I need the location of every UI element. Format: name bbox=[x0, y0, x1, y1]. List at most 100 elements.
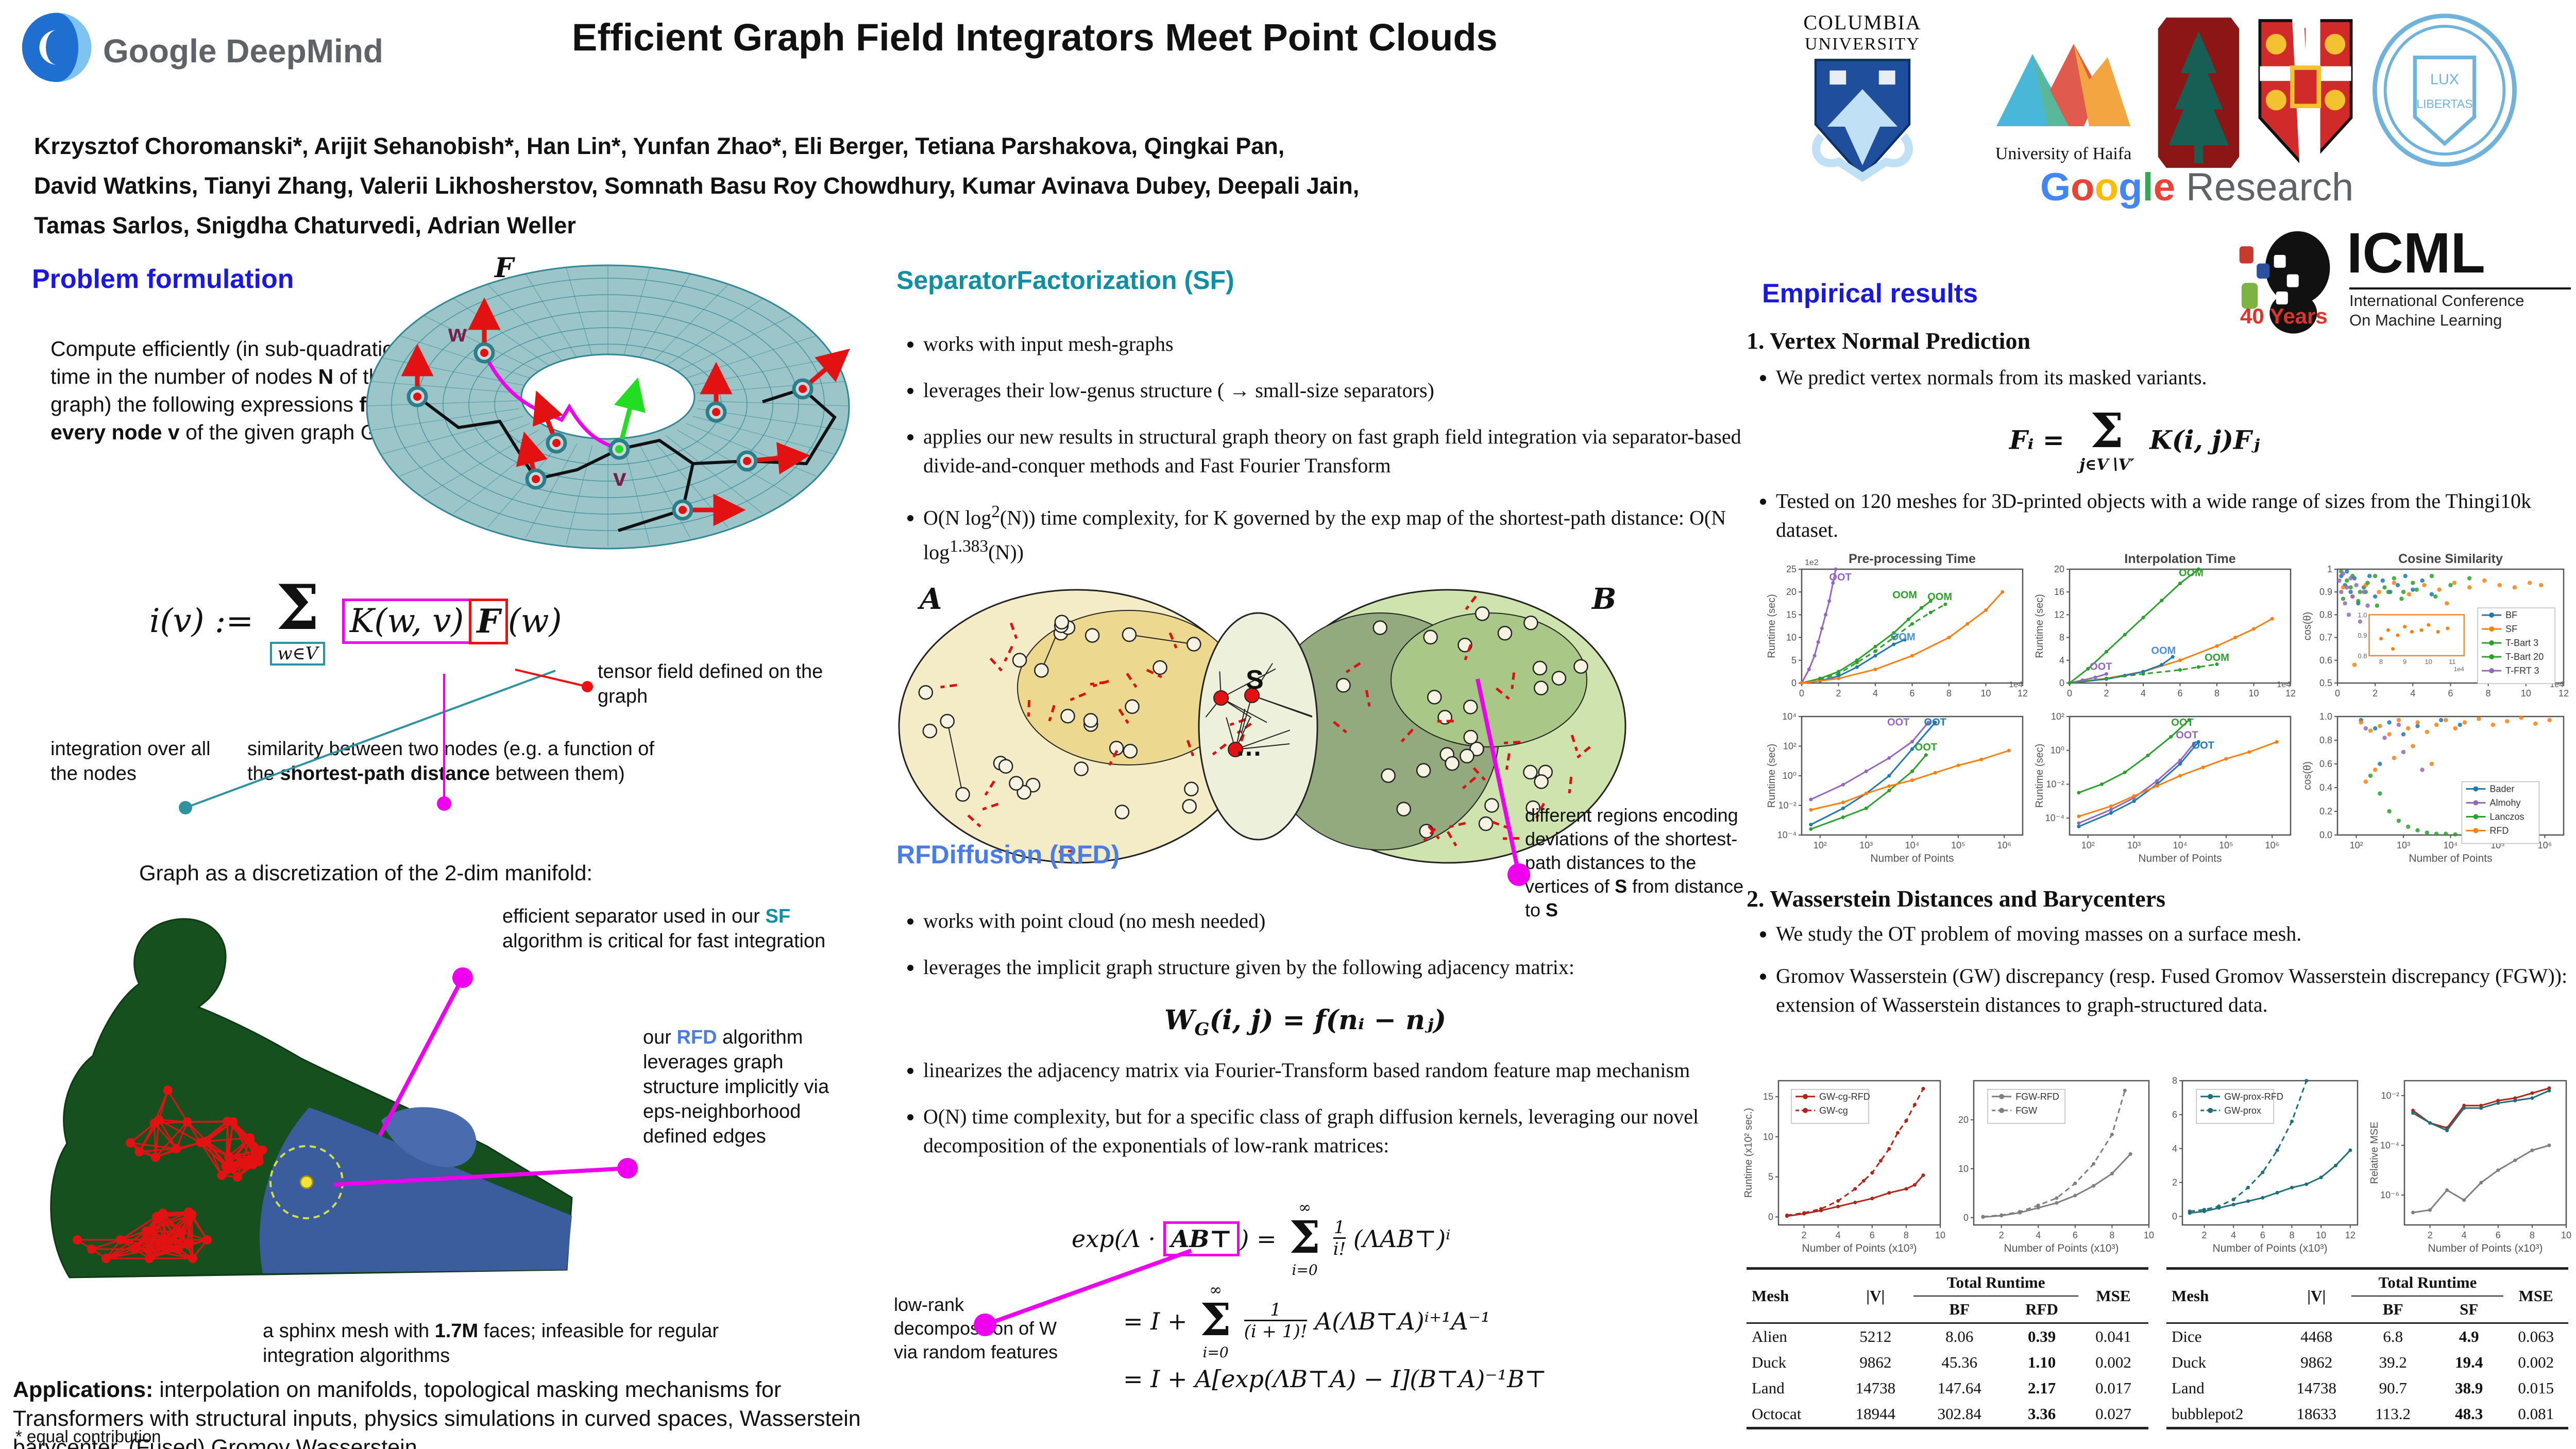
graph-discretization-caption: Graph as a discretization of the 2-dim m… bbox=[139, 861, 593, 885]
svg-text:OOT: OOT bbox=[2176, 730, 2198, 741]
vertex-bullet-2: Tested on 120 meshes for 3D-printed obje… bbox=[1776, 487, 2576, 544]
authors-line1: Krzysztof Choromanski*, Arijit Sehanobis… bbox=[34, 133, 1285, 159]
svg-text:8: 8 bbox=[2172, 1076, 2177, 1086]
svg-text:Number of Points: Number of Points bbox=[2409, 853, 2492, 864]
svg-text:10: 10 bbox=[2521, 688, 2531, 698]
svg-text:4: 4 bbox=[1873, 688, 1878, 698]
svg-text:1e2: 1e2 bbox=[1805, 558, 1819, 567]
svg-text:FGW-RFD: FGW-RFD bbox=[2015, 1092, 2059, 1102]
svg-text:8: 8 bbox=[2214, 688, 2219, 698]
svg-text:Number of Points (x10³): Number of Points (x10³) bbox=[2004, 1242, 2119, 1254]
sphinx-caption: a sphinx mesh with 1.7M faces; infeasibl… bbox=[263, 1319, 773, 1368]
columbia-logo-text1: COLUMBIA bbox=[1803, 11, 1922, 34]
svg-text:4: 4 bbox=[2462, 1230, 2467, 1240]
svg-text:OOT: OOT bbox=[1829, 572, 1851, 583]
cambridge-logo-icon bbox=[2258, 13, 2353, 174]
vertex-bullet-1: We predict vertex normals from its maske… bbox=[1776, 363, 2576, 392]
svg-text:10⁴: 10⁴ bbox=[2444, 840, 2458, 850]
svg-text:Cosine Similarity: Cosine Similarity bbox=[2398, 552, 2503, 566]
svg-text:4: 4 bbox=[1836, 1230, 1841, 1240]
svg-text:0: 0 bbox=[1768, 1212, 1773, 1222]
svg-text:Lanczos: Lanczos bbox=[2489, 812, 2524, 822]
rfd-bullet-2: leverages the implicit graph structure g… bbox=[923, 953, 1758, 982]
vertex-sum-bot: j∈V∖V′ bbox=[2079, 456, 2134, 474]
svg-text:OOM: OOM bbox=[1891, 632, 1916, 643]
google-letter: o bbox=[2071, 165, 2095, 209]
svg-text:4: 4 bbox=[2172, 1144, 2177, 1154]
svg-text:2: 2 bbox=[1836, 688, 1841, 698]
icml-40years-text: 40 Years bbox=[2240, 304, 2328, 328]
svg-text:20: 20 bbox=[1786, 587, 1797, 597]
svg-text:OOM: OOM bbox=[2151, 645, 2176, 657]
svg-text:10³: 10³ bbox=[2397, 840, 2410, 850]
svg-text:6: 6 bbox=[1909, 688, 1914, 698]
wasserstein-title: 2. Wasserstein Distances and Barycenters bbox=[1747, 885, 2166, 912]
svg-text:0: 0 bbox=[1799, 688, 1804, 698]
torus-label-F: F bbox=[495, 252, 514, 284]
rfd-bullet-4: O(N) time complexity, but for a specific… bbox=[923, 1102, 1758, 1160]
svg-text:OOT: OOT bbox=[1924, 717, 1946, 728]
svg-text:1.0: 1.0 bbox=[2358, 611, 2367, 619]
vertex-formula-tail: K(i, j)Fⱼ bbox=[2149, 424, 2260, 455]
integration-formula: i(v) := Σ w∈V K(w, v) F (w) bbox=[149, 577, 562, 666]
icml-logo: ICML International Conference On Machine… bbox=[2231, 221, 2571, 335]
svg-text:8: 8 bbox=[2059, 633, 2064, 643]
sf-note-sf: SF bbox=[765, 906, 791, 927]
torus-label-w: w bbox=[448, 320, 467, 347]
venn-annotation: different regions encoding deviations of… bbox=[1525, 804, 1747, 922]
chart-gw-cg: 2 4 6 8 10 0 5 10 15 Runtime (x10² sec.) Number of… bbox=[1741, 1071, 1947, 1257]
svg-text:Number of Points (x10³): Number of Points (x10³) bbox=[2213, 1242, 2328, 1254]
svg-text:GW-prox-RFD: GW-prox-RFD bbox=[2224, 1092, 2283, 1102]
svg-text:0: 0 bbox=[2172, 1212, 2177, 1222]
adjacency-W: W bbox=[1164, 1004, 1195, 1036]
svg-text:Number of Points (x10³): Number of Points (x10³) bbox=[1802, 1242, 1917, 1254]
svg-text:OOT: OOT bbox=[2090, 661, 2112, 673]
table-header-bf: BF bbox=[2382, 1300, 2403, 1318]
formula-tail: (w) bbox=[507, 602, 562, 640]
rfd-bullet-3: linearizes the adjacency matrix via Four… bbox=[923, 1056, 1758, 1085]
svg-text:15: 15 bbox=[1763, 1092, 1773, 1102]
svg-text:FGW: FGW bbox=[2015, 1105, 2037, 1116]
svg-text:6: 6 bbox=[2496, 1230, 2501, 1240]
svg-text:6: 6 bbox=[1870, 1230, 1875, 1240]
exp-formula-line1: exp(Λ · AB⊤) = ∞ Σ i=0 1 i! (ΛAB⊤)ⁱ bbox=[1072, 1200, 1450, 1277]
svg-text:Almohy: Almohy bbox=[2489, 798, 2520, 808]
svg-text:10: 10 bbox=[2425, 658, 2432, 666]
sum-lower-limit: w∈V bbox=[270, 642, 326, 666]
svg-text:10: 10 bbox=[1786, 633, 1797, 643]
svg-text:2: 2 bbox=[1802, 1230, 1807, 1240]
svg-text:12: 12 bbox=[2054, 609, 2064, 620]
svg-text:OOT: OOT bbox=[1887, 717, 1909, 728]
svg-text:12: 12 bbox=[2018, 688, 2028, 698]
venn-dots: … bbox=[1235, 732, 1262, 762]
table-header-mse: MSE bbox=[2518, 1287, 2553, 1305]
svg-text:5: 5 bbox=[1768, 1172, 1773, 1182]
chart-preprocessing-time: Pre-processing Time 0 2 4 6 8 10 12 0 5 10 15 20 25 Ru… bbox=[1765, 549, 2030, 706]
sf-bullet-4-sup: 2 bbox=[991, 502, 1000, 521]
svg-text:10⁶: 10⁶ bbox=[1997, 840, 2011, 850]
svg-text:Interpolation Time: Interpolation Time bbox=[2124, 552, 2235, 566]
svg-text:10⁴: 10⁴ bbox=[1905, 840, 1920, 850]
deepmind-logo-icon bbox=[21, 11, 93, 83]
svg-text:10²: 10² bbox=[2081, 840, 2095, 850]
kernel-term: K(w, v) bbox=[342, 599, 472, 644]
exp-frac2-num: 1 bbox=[1270, 1300, 1281, 1321]
exp-sum-symbol: Σ bbox=[1200, 1294, 1231, 1346]
wasserstein-bullet-2: Gromov Wasserstein (GW) discrepancy (res… bbox=[1776, 962, 2576, 1019]
svg-text:10: 10 bbox=[1763, 1132, 1773, 1142]
wasserstein-bullets: We study the OT problem of moving masses… bbox=[1749, 919, 2576, 1037]
svg-text:10⁰: 10⁰ bbox=[1783, 771, 1797, 781]
svg-text:OOM: OOM bbox=[1927, 591, 1952, 603]
svg-text:GW-prox: GW-prox bbox=[2224, 1105, 2261, 1116]
torus-figure: F w v bbox=[355, 242, 860, 572]
svg-text:Relative MSE: Relative MSE bbox=[2369, 1121, 2380, 1184]
svg-text:10: 10 bbox=[1980, 688, 1991, 698]
svg-text:T-Bart 20: T-Bart 20 bbox=[2505, 652, 2544, 662]
svg-text:2: 2 bbox=[2372, 688, 2378, 698]
svg-text:10²: 10² bbox=[2350, 840, 2363, 850]
svg-text:Runtime (x10² sec.): Runtime (x10² sec.) bbox=[1743, 1108, 1754, 1198]
lowrank-label: low-rank decomposition of W via random f… bbox=[894, 1294, 1058, 1362]
section-empirical: Empirical results bbox=[1762, 279, 1978, 309]
vertex-formula-lhs: Fᵢ = bbox=[2009, 424, 2064, 455]
